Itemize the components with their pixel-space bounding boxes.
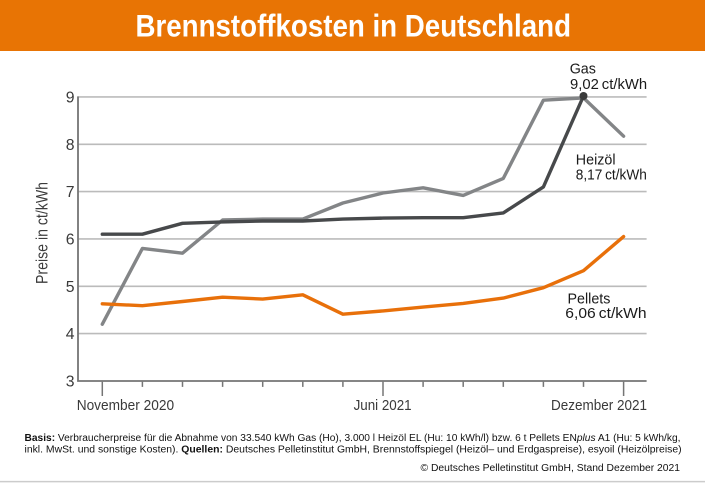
svg-text:7: 7 bbox=[66, 184, 75, 201]
svg-text:Brennstoffkosten in Deutschlan: Brennstoffkosten in Deutschland bbox=[136, 8, 572, 44]
svg-text:9: 9 bbox=[66, 89, 75, 106]
svg-text:Preise in ct/kWh: Preise in ct/kWh bbox=[33, 182, 52, 284]
svg-text:© Deutsches Pelletinstitut Gmb: © Deutsches Pelletinstitut GmbH, Stand D… bbox=[421, 463, 681, 474]
svg-text:inkl. MwSt. und sonstige Koste: inkl. MwSt. und sonstige Kosten). Quelle… bbox=[25, 444, 682, 455]
svg-text:Pellets: Pellets bbox=[568, 291, 611, 307]
svg-text:Gas: Gas bbox=[570, 62, 596, 78]
svg-text:Basis: Verbraucherpreise für d: Basis: Verbraucherpreise für die Abnahme… bbox=[25, 433, 681, 444]
svg-text:3: 3 bbox=[66, 374, 75, 391]
svg-text:9,02 ct/kWh: 9,02 ct/kWh bbox=[570, 77, 647, 93]
svg-text:Juni 2021: Juni 2021 bbox=[354, 397, 412, 414]
svg-text:4: 4 bbox=[66, 326, 75, 343]
svg-text:Heizöl: Heizöl bbox=[576, 152, 616, 168]
svg-text:November 2020: November 2020 bbox=[77, 397, 174, 414]
svg-text:8: 8 bbox=[66, 137, 75, 154]
svg-text:Dezember 2021: Dezember 2021 bbox=[551, 397, 647, 414]
svg-text:6: 6 bbox=[66, 231, 75, 248]
svg-text:5: 5 bbox=[66, 279, 75, 296]
svg-text:6,06 ct/kWh: 6,06 ct/kWh bbox=[565, 306, 646, 322]
svg-text:8,17 ct/kWh: 8,17 ct/kWh bbox=[576, 168, 647, 184]
